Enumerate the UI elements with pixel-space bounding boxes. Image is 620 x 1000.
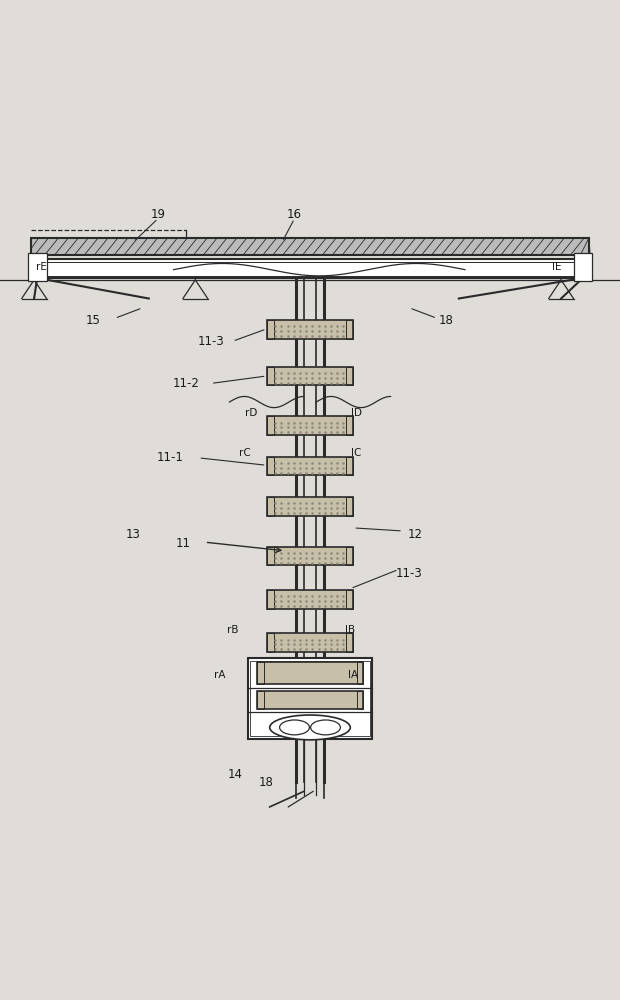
- Text: 11-1: 11-1: [157, 451, 184, 464]
- Text: 18: 18: [439, 314, 454, 327]
- Text: 18: 18: [259, 776, 274, 789]
- Bar: [346, 416, 353, 435]
- Bar: [267, 457, 274, 475]
- Bar: [267, 367, 353, 385]
- Bar: [346, 633, 353, 652]
- Bar: [257, 691, 363, 709]
- Text: lD: lD: [351, 408, 362, 418]
- Text: rE: rE: [36, 262, 47, 272]
- Text: lB: lB: [345, 625, 355, 635]
- Bar: [267, 320, 353, 339]
- Bar: [267, 416, 353, 435]
- Bar: [267, 320, 274, 339]
- Text: rC: rC: [239, 448, 250, 458]
- Bar: [267, 416, 274, 435]
- Bar: [267, 546, 274, 565]
- Text: lA: lA: [348, 670, 358, 680]
- Text: rB: rB: [227, 625, 238, 635]
- Text: 11: 11: [175, 537, 190, 550]
- Text: lC: lC: [351, 448, 361, 458]
- Bar: [356, 662, 363, 684]
- Bar: [267, 367, 274, 385]
- Text: rA: rA: [215, 670, 226, 680]
- Bar: [356, 691, 363, 709]
- Bar: [346, 497, 353, 516]
- Bar: [267, 457, 353, 475]
- Bar: [257, 662, 264, 684]
- Bar: [267, 546, 353, 565]
- Text: 11-3: 11-3: [396, 567, 423, 580]
- Bar: [248, 658, 372, 739]
- Bar: [250, 661, 370, 736]
- Text: 14: 14: [228, 768, 243, 781]
- Text: 13: 13: [126, 528, 141, 541]
- Text: 15: 15: [86, 314, 100, 327]
- Ellipse shape: [280, 720, 309, 735]
- Bar: [257, 691, 264, 709]
- Text: lE: lE: [552, 262, 561, 272]
- Bar: [267, 497, 274, 516]
- Bar: [267, 497, 353, 516]
- Bar: [267, 590, 274, 608]
- Bar: [257, 662, 363, 684]
- Text: 11-2: 11-2: [172, 377, 200, 390]
- Text: 19: 19: [151, 208, 166, 221]
- Text: rD: rD: [245, 408, 257, 418]
- Bar: [346, 457, 353, 475]
- Bar: [346, 367, 353, 385]
- Bar: [574, 253, 592, 281]
- Bar: [346, 546, 353, 565]
- Bar: [346, 590, 353, 608]
- Text: 11-3: 11-3: [197, 335, 224, 348]
- Ellipse shape: [270, 715, 350, 740]
- Bar: [28, 253, 46, 281]
- Bar: [267, 633, 353, 652]
- Ellipse shape: [311, 720, 340, 735]
- Bar: [346, 320, 353, 339]
- Text: 16: 16: [287, 208, 302, 221]
- Bar: [267, 590, 353, 608]
- Text: 12: 12: [408, 528, 423, 541]
- Bar: [31, 238, 589, 255]
- Bar: [34, 262, 586, 276]
- Bar: [267, 633, 274, 652]
- Bar: [31, 259, 589, 278]
